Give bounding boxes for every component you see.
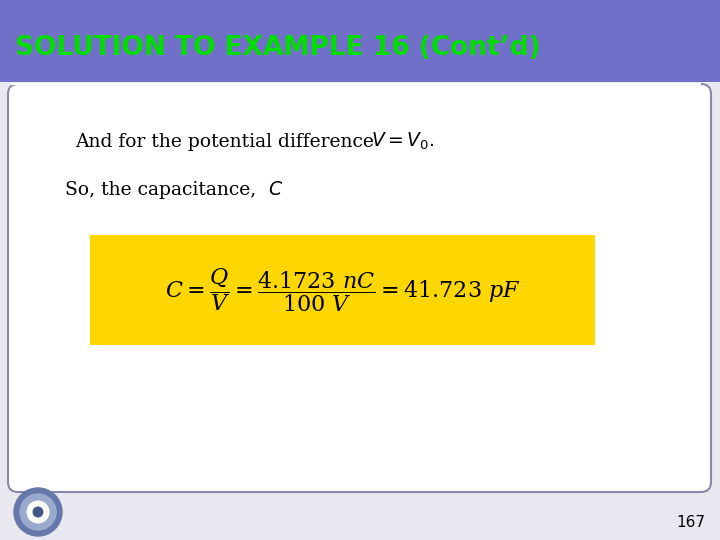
FancyBboxPatch shape xyxy=(0,0,720,82)
Circle shape xyxy=(27,501,49,523)
Text: And for the potential difference: And for the potential difference xyxy=(75,133,386,151)
Text: $C = \dfrac{Q}{V} = \dfrac{4.1723\ nC}{100\ V} = 41.723\ pF$: $C = \dfrac{Q}{V} = \dfrac{4.1723\ nC}{1… xyxy=(165,266,521,314)
Circle shape xyxy=(14,488,62,536)
Circle shape xyxy=(20,494,56,530)
FancyBboxPatch shape xyxy=(8,84,711,492)
Text: 167: 167 xyxy=(676,515,705,530)
Text: So, the capacitance,: So, the capacitance, xyxy=(65,181,269,199)
Circle shape xyxy=(33,507,42,517)
Text: $C$: $C$ xyxy=(268,180,283,199)
Text: SOLUTION TO EXAMPLE 16 (Cont’d): SOLUTION TO EXAMPLE 16 (Cont’d) xyxy=(15,35,541,61)
FancyBboxPatch shape xyxy=(90,235,595,345)
Text: $V = V_0$.: $V = V_0$. xyxy=(371,131,434,152)
